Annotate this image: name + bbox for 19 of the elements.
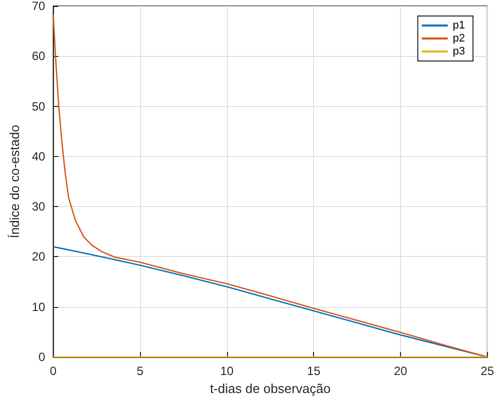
x-axis-title: t-dias de observação (210, 380, 331, 396)
y-tick-label: 60 (32, 49, 46, 64)
x-tick-label: 5 (136, 364, 144, 378)
y-tick-label: 10 (32, 300, 46, 314)
y-axis-title: Índice do co-estado (7, 124, 22, 238)
y-tick-label: 20 (32, 250, 46, 264)
y-tick-label: 40 (32, 149, 46, 164)
legend-label: p2 (452, 32, 466, 44)
y-tick-label: 70 (32, 0, 46, 13)
legend-label: p3 (452, 46, 466, 58)
legend-label: p1 (452, 20, 466, 32)
x-tick-label: 25 (480, 364, 494, 378)
y-tick-label: 50 (32, 99, 46, 114)
x-tick-label: 10 (220, 364, 234, 378)
x-tick-label: 15 (307, 364, 321, 378)
x-tick-label: 20 (394, 364, 408, 378)
x-tick-label: 0 (50, 364, 57, 378)
y-tick-label: 0 (38, 350, 46, 364)
y-tick-label: 30 (32, 200, 46, 214)
